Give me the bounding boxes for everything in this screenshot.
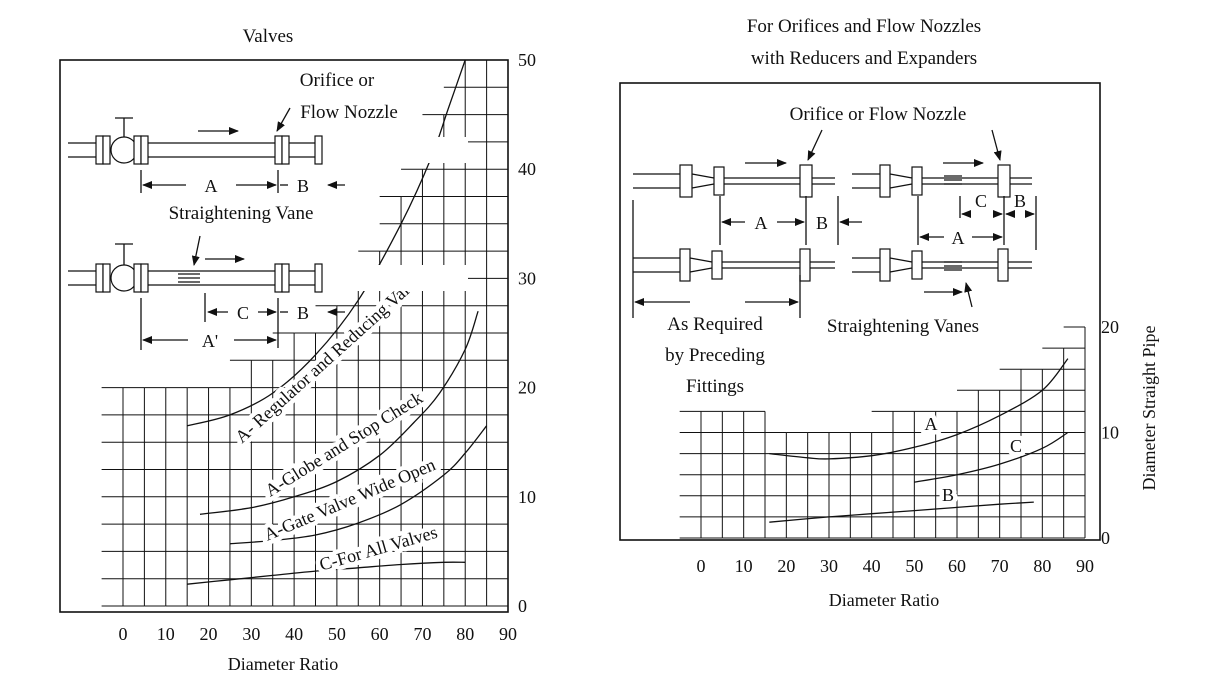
left-dim-b-bottom: B bbox=[297, 303, 309, 323]
y-tick-label: 20 bbox=[1101, 317, 1119, 337]
right-curves bbox=[769, 358, 1069, 523]
x-tick-label: 70 bbox=[413, 624, 431, 644]
left-dim-a-top: A bbox=[205, 176, 218, 196]
series-curve-0 bbox=[187, 59, 466, 427]
right-y-tick-labels: 0 10 20 bbox=[1101, 317, 1119, 548]
x-tick-label: 30 bbox=[242, 624, 260, 644]
y-tick-label: 50 bbox=[518, 50, 536, 70]
x-tick-label: 50 bbox=[905, 556, 923, 576]
x-tick-label: 20 bbox=[200, 624, 218, 644]
right-x-axis-label: Diameter Ratio bbox=[829, 590, 939, 610]
left-dim-b-top: B bbox=[297, 176, 309, 196]
right-plot-frame bbox=[619, 82, 1101, 541]
series-curve-2 bbox=[769, 501, 1034, 523]
left-dim-c: C bbox=[237, 303, 249, 323]
y-tick-label: 40 bbox=[518, 159, 536, 179]
right-curve-label-a: A bbox=[925, 414, 938, 434]
right-chart-title-line2: with Reducers and Expanders bbox=[751, 48, 977, 69]
x-tick-label: 10 bbox=[157, 624, 175, 644]
left-chart-title: Valves bbox=[243, 26, 294, 47]
right-y-axis-label: Diameter Straight Pipe bbox=[1139, 326, 1159, 491]
right-curve-label-b: B bbox=[942, 485, 954, 505]
x-tick-label: 50 bbox=[328, 624, 346, 644]
y-tick-label: 30 bbox=[518, 268, 536, 288]
right-dim-a-right: A bbox=[952, 228, 965, 248]
series-curve-3 bbox=[187, 561, 466, 585]
right-chart: For Orifices and Flow Nozzles with Reduc… bbox=[619, 16, 1159, 610]
x-tick-label: 60 bbox=[948, 556, 966, 576]
series-curve-2 bbox=[229, 425, 488, 545]
x-tick-label: 0 bbox=[697, 556, 706, 576]
right-dim-a-left: A bbox=[755, 213, 768, 233]
left-vane-label: Straightening Vane bbox=[169, 203, 314, 224]
x-tick-label: 40 bbox=[285, 624, 303, 644]
left-grid bbox=[101, 59, 509, 607]
y-tick-label: 10 bbox=[1101, 423, 1119, 443]
y-tick-label: 20 bbox=[518, 378, 536, 398]
y-tick-label: 0 bbox=[1101, 528, 1110, 548]
series-curve-1 bbox=[914, 431, 1069, 483]
x-tick-label: 90 bbox=[499, 624, 517, 644]
right-curve-label-c: C bbox=[1010, 436, 1022, 456]
left-orifice-label-line2: Flow Nozzle bbox=[300, 102, 398, 123]
x-tick-label: 80 bbox=[1033, 556, 1051, 576]
right-dim-b-right: B bbox=[1014, 191, 1026, 211]
x-tick-label: 80 bbox=[456, 624, 474, 644]
left-x-axis-label: Diameter Ratio bbox=[228, 654, 338, 674]
left-y-tick-labels: 0 10 20 30 40 50 bbox=[518, 50, 536, 616]
left-chart: Valves 0 10 20 30 40 50 60 70 80 90 0 10 20 30 40 50 D… bbox=[59, 26, 536, 674]
left-dim-a-prime: A' bbox=[202, 331, 218, 351]
right-required-line2: by Preceding bbox=[665, 345, 765, 366]
left-x-tick-labels: 0 10 20 30 40 50 60 70 80 90 bbox=[119, 624, 518, 644]
x-tick-label: 30 bbox=[820, 556, 838, 576]
left-diagram-vane: Straightening Vane bbox=[68, 201, 468, 351]
right-required-line1: As Required bbox=[667, 314, 763, 335]
series-curve-1 bbox=[199, 310, 479, 515]
x-tick-label: 20 bbox=[777, 556, 795, 576]
y-tick-label: 0 bbox=[518, 596, 527, 616]
y-tick-label: 10 bbox=[518, 487, 536, 507]
right-required-line3: Fittings bbox=[686, 376, 744, 397]
x-tick-label: 90 bbox=[1076, 556, 1094, 576]
x-tick-label: 60 bbox=[371, 624, 389, 644]
x-tick-label: 10 bbox=[735, 556, 753, 576]
right-dim-b-left: B bbox=[816, 213, 828, 233]
right-x-tick-labels: 0 10 20 30 40 50 60 70 80 90 bbox=[697, 556, 1095, 576]
right-diagrams: Orifice or Flow Nozzle bbox=[632, 104, 1037, 397]
right-grid bbox=[679, 326, 1086, 539]
left-curves bbox=[187, 59, 488, 585]
right-chart-title-line1: For Orifices and Flow Nozzles bbox=[747, 16, 981, 37]
x-tick-label: 0 bbox=[119, 624, 128, 644]
right-orifice-label: Orifice or Flow Nozzle bbox=[790, 104, 967, 125]
right-dim-c: C bbox=[975, 191, 987, 211]
left-orifice-label-line1: Orifice or bbox=[300, 70, 375, 91]
x-tick-label: 40 bbox=[863, 556, 881, 576]
left-diagram-orifice: Orifice or Flow Nozzle A B bbox=[68, 70, 468, 196]
series-curve-0 bbox=[769, 358, 1069, 460]
x-tick-label: 70 bbox=[991, 556, 1009, 576]
right-vanes-label: Straightening Vanes bbox=[827, 316, 979, 337]
